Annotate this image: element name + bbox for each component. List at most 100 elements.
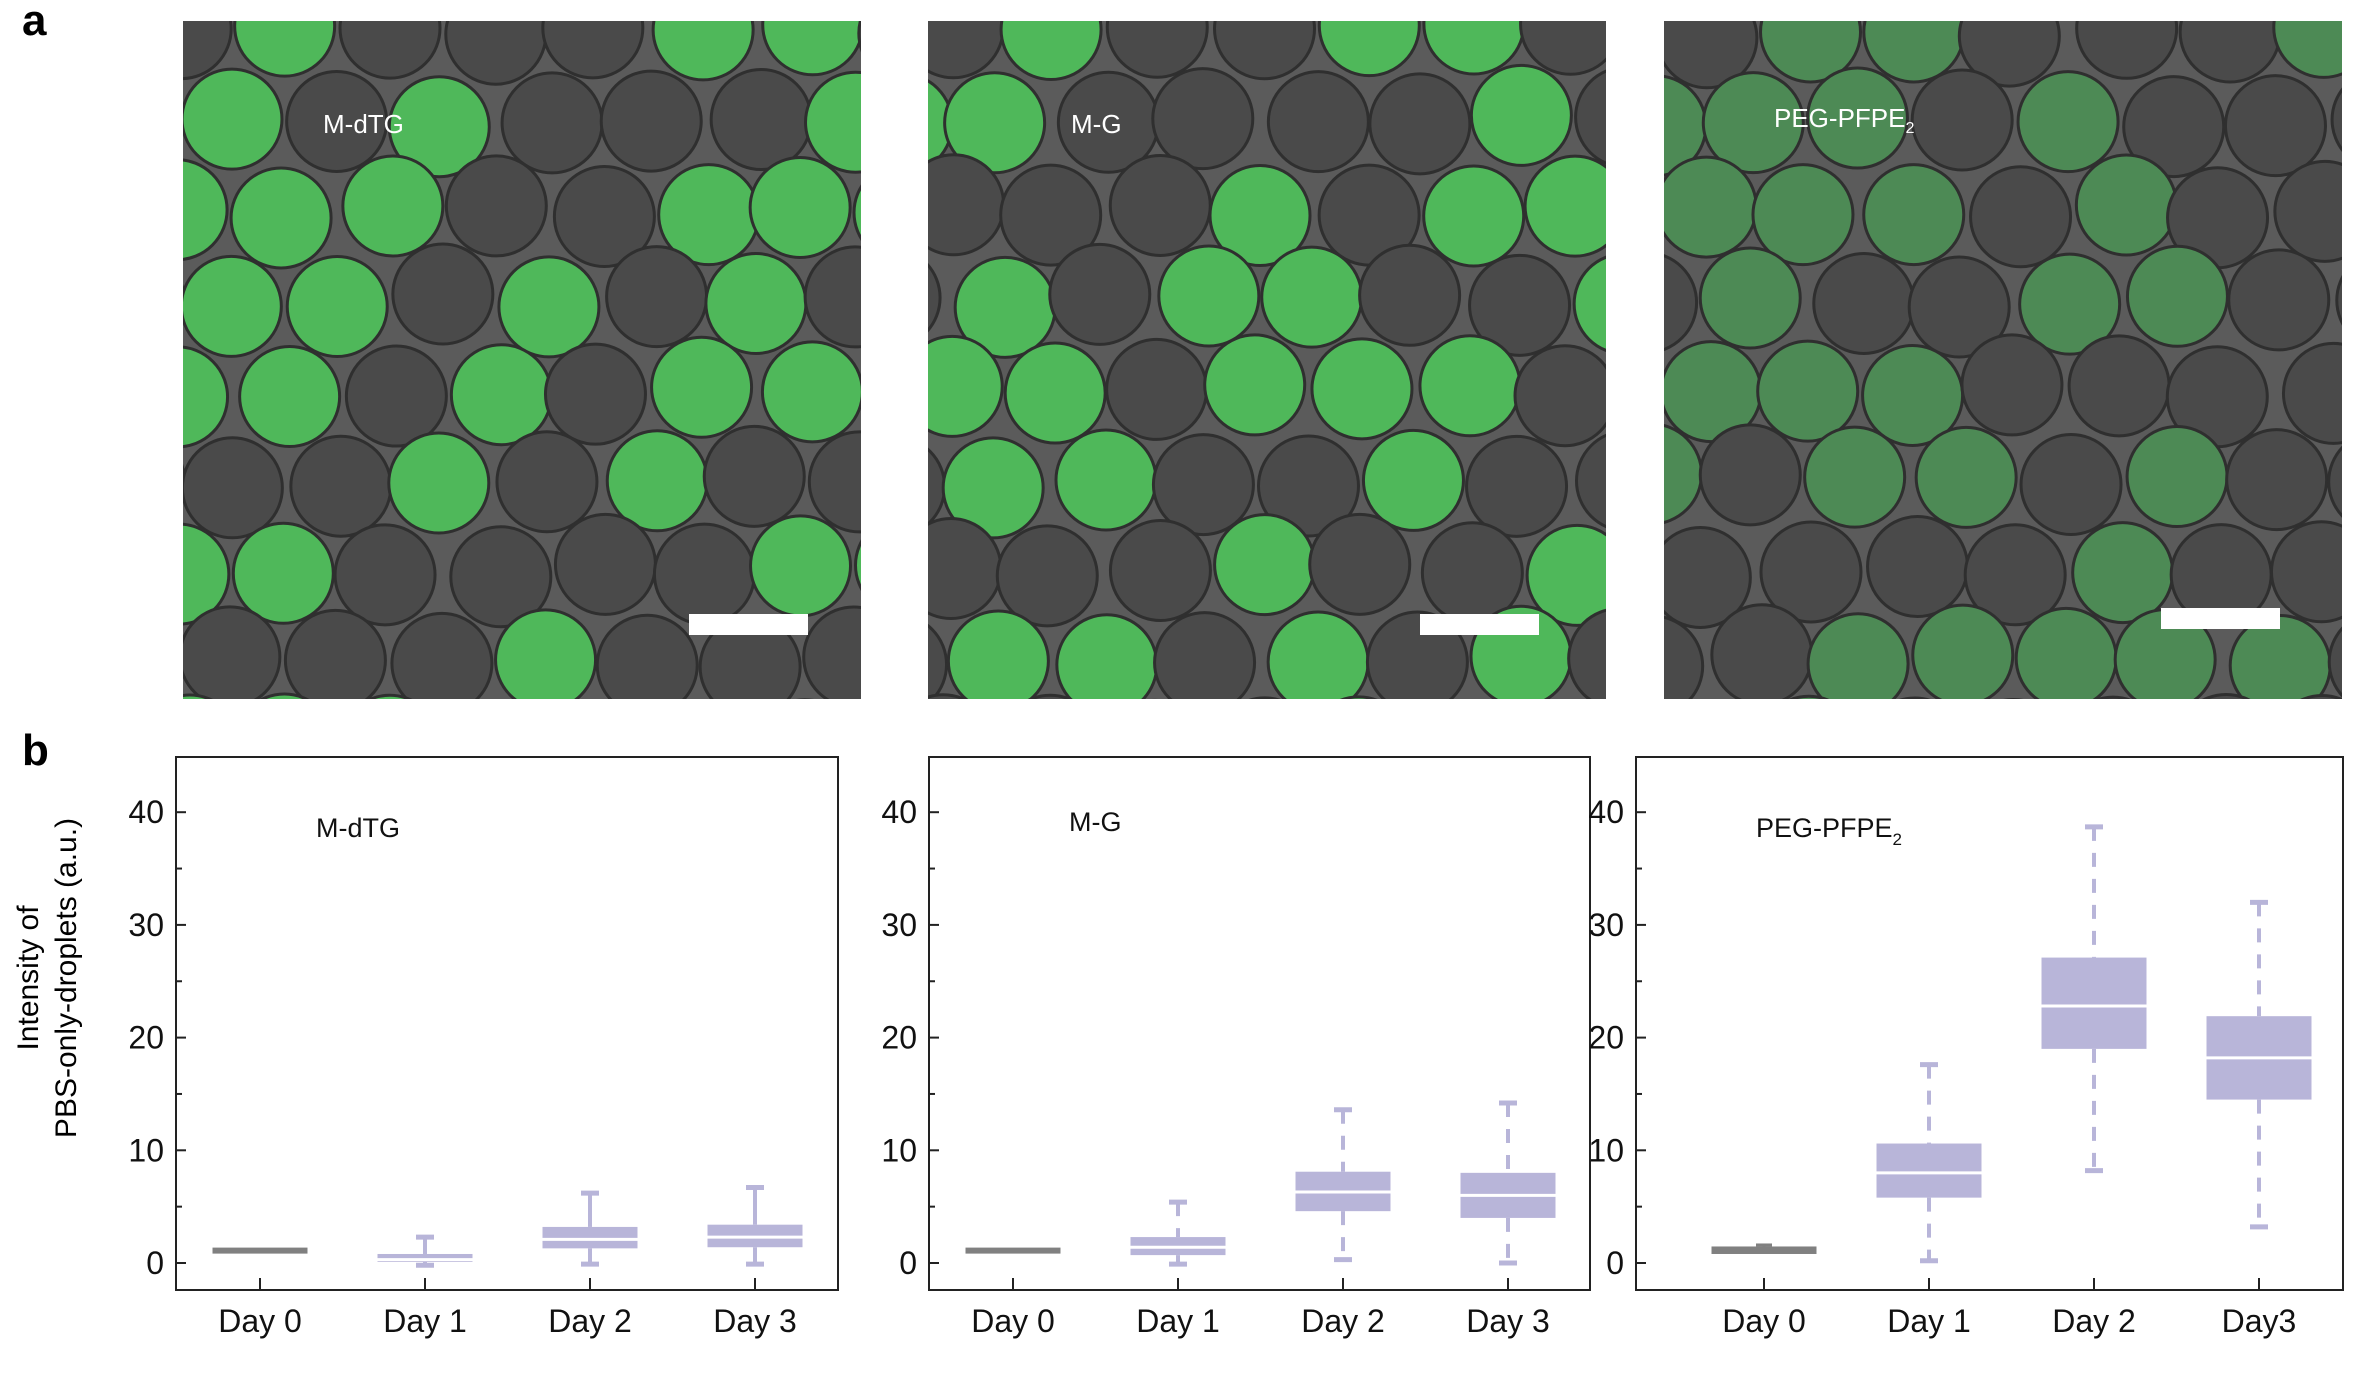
panel-b-letter: b — [22, 726, 49, 775]
iqr-box — [2041, 957, 2147, 1049]
box-day2 — [1295, 1107, 1391, 1263]
green-droplet — [650, 335, 754, 439]
panel-a-letter: a — [22, 0, 47, 45]
y-tick-label: 40 — [128, 794, 164, 830]
y-tick-label: 20 — [1588, 1020, 1624, 1056]
green-droplet — [854, 539, 861, 592]
green-droplet — [1898, 696, 1931, 699]
dark-droplet — [283, 608, 387, 699]
dark-droplet — [999, 163, 1103, 267]
scale-bar — [1420, 614, 1539, 635]
dark-droplet — [599, 69, 703, 173]
y-tick-label: 30 — [881, 907, 917, 943]
green-droplet — [183, 345, 230, 449]
dark-droplet — [2075, 21, 2179, 80]
green-droplet — [233, 21, 337, 78]
green-droplet — [1914, 425, 2018, 529]
green-droplet — [1756, 339, 1860, 443]
dark-droplet — [2300, 694, 2342, 699]
chart-title: PEG-PFPE2 — [1756, 813, 1902, 849]
x-tick-label: Day3 — [2222, 1303, 2297, 1339]
dark-droplet — [543, 342, 647, 446]
dark-droplet — [1151, 67, 1255, 171]
dark-droplet — [802, 605, 861, 699]
box-day3 — [1460, 1100, 1556, 1266]
dark-droplet — [2225, 428, 2329, 532]
green-droplet — [946, 609, 1050, 699]
green-droplet — [1310, 337, 1414, 441]
dark-droplet — [495, 430, 599, 534]
green-droplet — [1911, 603, 2015, 699]
green-droplet — [804, 70, 861, 174]
green-droplet — [387, 431, 491, 535]
dark-droplet — [2327, 445, 2342, 518]
green-droplet — [1788, 694, 1830, 699]
dark-droplet — [344, 344, 448, 448]
green-droplet — [285, 255, 389, 359]
green-droplet — [497, 255, 601, 359]
micrograph-label: PEG-PFPE2 — [1774, 103, 1915, 138]
box-day1 — [1130, 1199, 1226, 1267]
dark-droplet — [338, 21, 442, 80]
dark-droplet — [1963, 523, 2067, 627]
dark-droplet — [449, 525, 553, 629]
green-droplet — [1805, 66, 1909, 170]
iqr-box — [1876, 1143, 1982, 1198]
green-droplet — [1469, 63, 1573, 167]
x-tick-label: Day 3 — [713, 1303, 797, 1339]
dark-droplet — [702, 424, 806, 528]
green-droplet — [259, 692, 310, 699]
x-tick-label: Day 0 — [971, 1303, 1055, 1339]
x-tick-label: Day 2 — [2052, 1303, 2136, 1339]
green-droplet — [761, 21, 861, 77]
dark-droplet — [1256, 434, 1360, 538]
dark-droplet — [995, 524, 1099, 628]
day0-box — [212, 1247, 308, 1254]
green-droplet — [2272, 21, 2342, 79]
green-droplet — [1806, 612, 1910, 699]
dark-droplet — [1664, 525, 1752, 629]
dark-droplet — [2201, 692, 2251, 699]
green-droplet — [1422, 164, 1526, 268]
dark-droplet — [1358, 243, 1462, 347]
dark-droplet — [1567, 608, 1606, 699]
green-droplet — [1862, 163, 1966, 267]
micrograph-m-g: M-G — [928, 21, 1606, 699]
dark-droplet — [2327, 626, 2342, 698]
iqr-box — [377, 1253, 473, 1262]
green-droplet — [1339, 695, 1378, 699]
dark-droplet — [1664, 254, 1699, 352]
iqr-box — [542, 1226, 638, 1249]
green-droplet — [760, 340, 861, 444]
y-tick-label: 20 — [881, 1020, 917, 1056]
green-droplet — [1208, 164, 1312, 268]
box-day0 — [965, 1247, 1061, 1254]
dark-droplet — [1153, 611, 1257, 699]
y-tick-label: 10 — [881, 1132, 917, 1168]
x-tick-label: Day 1 — [383, 1303, 467, 1339]
scale-bar — [689, 614, 808, 635]
dark-droplet — [595, 613, 699, 699]
day0-box — [1711, 1246, 1817, 1254]
box-day3 — [707, 1184, 803, 1267]
y-tick-label: 10 — [1588, 1132, 1624, 1168]
dark-droplet — [1698, 423, 1802, 527]
y-tick-label: 0 — [1606, 1245, 1624, 1281]
dark-droplet — [803, 245, 861, 349]
green-droplet — [183, 67, 284, 171]
x-tick-label: Day 2 — [548, 1303, 632, 1339]
box-day3 — [2206, 899, 2312, 1230]
dark-droplet — [1468, 253, 1572, 357]
dark-droplet — [2223, 74, 2327, 178]
dark-droplet — [390, 611, 494, 699]
dark-droplet — [183, 436, 284, 540]
chart-1: 0 10 20 30 40 M-G Day 0 Day 1 Day 2 Day 3 — [881, 756, 1591, 1339]
dark-droplet — [1048, 242, 1152, 346]
green-droplet — [183, 693, 213, 699]
green-droplet — [2018, 252, 2122, 356]
green-droplet — [1803, 425, 1907, 529]
green-droplet — [387, 75, 491, 179]
green-droplet — [183, 158, 229, 261]
green-droplet — [367, 693, 413, 699]
day0-box — [965, 1247, 1061, 1254]
